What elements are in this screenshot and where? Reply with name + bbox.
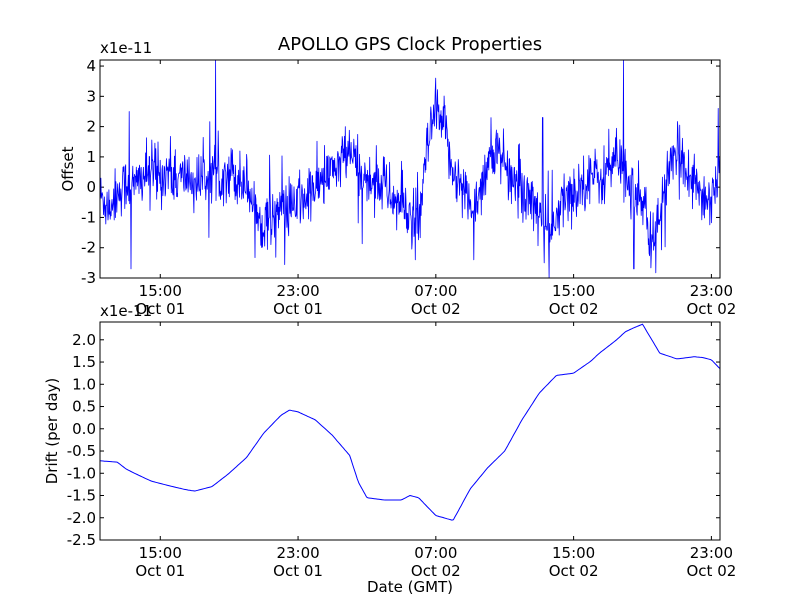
y-tick-label: 1.5 xyxy=(72,353,96,371)
x-tick-date: Oct 01 xyxy=(135,300,185,318)
y-tick-label: 1.0 xyxy=(72,375,96,393)
y-tick-label: -3 xyxy=(81,269,96,287)
x-tick-time: 23:00 xyxy=(276,544,319,562)
y-tick-label: -1 xyxy=(81,208,96,226)
x-tick-time: 15:00 xyxy=(139,544,182,562)
x-tick-date: Oct 02 xyxy=(411,300,461,318)
offset-plot-frame xyxy=(99,59,721,279)
x-tick-date: Oct 02 xyxy=(549,562,599,580)
x-tick-time: 23:00 xyxy=(276,282,319,300)
y-tick-label: -2 xyxy=(81,239,96,257)
x-tick-time: 07:00 xyxy=(414,544,457,562)
y-tick-label: -2.5 xyxy=(67,531,96,549)
x-tick-date: Oct 01 xyxy=(273,300,323,318)
offset-scale-label: x1e-11 xyxy=(100,39,152,57)
x-tick-date: Oct 02 xyxy=(686,300,736,318)
x-tick-date: Oct 02 xyxy=(411,562,461,580)
y-tick-label: 2 xyxy=(86,118,96,136)
x-tick-date: Oct 01 xyxy=(135,562,185,580)
x-tick-time: 07:00 xyxy=(414,282,457,300)
drift-axis-label: Drift (per day) xyxy=(43,378,61,485)
x-tick-date: Oct 01 xyxy=(273,562,323,580)
y-tick-label: -2.0 xyxy=(67,509,96,527)
offset-series xyxy=(99,59,721,279)
x-tick-time: 23:00 xyxy=(690,282,733,300)
y-tick-label: 4 xyxy=(86,57,96,75)
offset-line xyxy=(99,59,721,279)
x-tick-time: 15:00 xyxy=(139,282,182,300)
drift-plot-frame xyxy=(99,321,721,541)
y-tick-label: 2.0 xyxy=(72,331,96,349)
y-tick-label: -0.5 xyxy=(67,442,96,460)
y-tick-label: 3 xyxy=(86,87,96,105)
y-tick-label: 0.5 xyxy=(72,398,96,416)
x-tick-time: 15:00 xyxy=(552,282,595,300)
x-axis-label: Date (GMT) xyxy=(367,578,453,596)
drift-series xyxy=(99,323,721,521)
y-tick-label: 0 xyxy=(86,178,96,196)
chart-title: APOLLO GPS Clock Properties xyxy=(278,34,542,55)
y-tick-label: 0.0 xyxy=(72,420,96,438)
offset-axis-label: Offset xyxy=(59,146,77,191)
x-tick-date: Oct 02 xyxy=(686,562,736,580)
x-tick-time: 15:00 xyxy=(552,544,595,562)
y-tick-label: -1.5 xyxy=(67,487,96,505)
x-tick-time: 23:00 xyxy=(690,544,733,562)
x-tick-date: Oct 02 xyxy=(549,300,599,318)
y-tick-label: -1.0 xyxy=(67,464,96,482)
drift-scale-label: x1e-11 xyxy=(100,302,152,320)
y-tick-label: 1 xyxy=(86,148,96,166)
drift-line xyxy=(99,323,721,521)
